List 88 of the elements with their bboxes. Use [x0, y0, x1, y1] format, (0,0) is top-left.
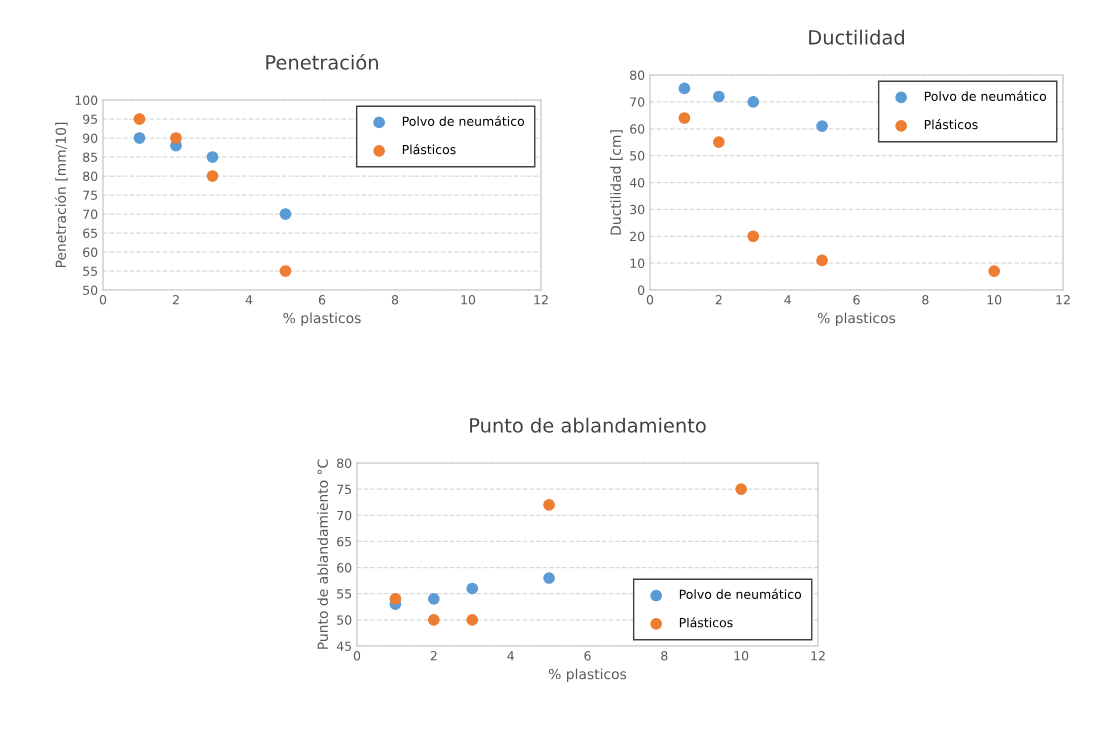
y-tick-label: 50 [83, 285, 98, 295]
x-axis-title: % plasticos [817, 312, 896, 326]
x-tick-label: 8 [391, 295, 399, 305]
point [816, 254, 828, 267]
y-tick-label: 75 [337, 484, 352, 495]
point [389, 593, 402, 605]
point [678, 82, 691, 95]
x-tick-label: 6 [584, 651, 591, 661]
y-tick-label: 70 [83, 209, 98, 219]
point [170, 132, 182, 144]
y-tick-label: 50 [337, 615, 352, 625]
legend-label: Plásticos [924, 119, 978, 130]
y-tick-label: 65 [337, 536, 352, 547]
legend-label: Polvo de neumático [679, 588, 802, 599]
y-tick-label: 75 [83, 190, 98, 200]
chart-title: Ductilidad [809, 29, 904, 45]
point [133, 113, 146, 125]
x-tick-label: 10 [461, 295, 476, 305]
y-tick-label: 60 [337, 563, 352, 573]
y-tick-label: 45 [336, 641, 352, 651]
x-tick-label: 12 [1056, 295, 1070, 305]
x-tick-label: 8 [661, 651, 668, 661]
y-tick-label: 80 [630, 70, 645, 80]
x-tick-label: 4 [507, 651, 514, 661]
x-tick-label: 10 [987, 295, 1002, 305]
point [712, 136, 725, 149]
y-tick-label: 40 [629, 177, 645, 188]
point [206, 151, 219, 163]
x-tick-label: 12 [534, 295, 548, 305]
y-tick-label: 30 [630, 204, 645, 215]
point [816, 120, 828, 132]
x-tick-label: 4 [784, 295, 791, 305]
point [988, 265, 1001, 278]
y-tick-label: 10 [630, 258, 645, 269]
legend-label: Plásticos [402, 144, 456, 155]
x-tick-label: 8 [922, 295, 929, 305]
y-axis-title: Punto de ablandamiento °C [317, 459, 328, 649]
point [543, 498, 555, 511]
point [427, 593, 440, 605]
chart-title: Penetración [266, 53, 378, 70]
point [747, 230, 760, 243]
x-tick-label: 0 [99, 295, 107, 305]
y-tick-label: 55 [83, 266, 98, 276]
y-axis-title: Penetración [mm/10] [54, 122, 68, 268]
x-tick-label: 6 [318, 295, 326, 305]
point [133, 132, 146, 144]
x-tick-label: 2 [172, 295, 179, 305]
chart-title: Punto de ablandamiento [470, 417, 706, 433]
y-tick-label: 0 [638, 285, 645, 295]
y-tick-label: 60 [83, 247, 98, 257]
x-tick-label: 12 [811, 651, 825, 661]
point [206, 170, 219, 182]
y-tick-label: 70 [337, 510, 352, 521]
x-tick-label: 2 [430, 651, 437, 661]
y-axis-title: Ductilidad [cm] [610, 130, 623, 235]
x-axis-title: % plasticos [283, 312, 361, 326]
y-tick-label: 80 [337, 458, 352, 468]
x-tick-label: 0 [646, 295, 654, 305]
legend-label: Polvo de neumático [402, 115, 525, 126]
point [279, 265, 292, 277]
y-tick-label: 90 [83, 133, 98, 143]
point [712, 90, 725, 103]
point [466, 582, 479, 595]
x-tick-label: 10 [734, 651, 749, 661]
x-tick-label: 6 [853, 295, 860, 305]
y-tick-label: 70 [630, 97, 645, 107]
y-tick-label: 95 [83, 114, 98, 124]
y-tick-label: 50 [630, 151, 645, 161]
y-tick-label: 85 [83, 152, 98, 162]
point [279, 208, 292, 220]
y-tick-label: 80 [83, 171, 98, 181]
x-tick-label: 4 [245, 295, 253, 305]
y-tick-label: 55 [337, 589, 352, 599]
x-tick-label: 2 [715, 295, 722, 305]
point [466, 614, 479, 626]
y-tick-label: 65 [83, 228, 98, 238]
point [427, 614, 440, 626]
legend-label: Plásticos [679, 617, 733, 628]
y-tick-label: 20 [630, 231, 645, 242]
point [735, 483, 748, 495]
point [747, 96, 760, 108]
point [678, 112, 691, 124]
y-tick-label: 60 [630, 124, 645, 134]
y-tick-label: 100 [75, 95, 98, 105]
legend-label: Polvo de neumático [924, 90, 1047, 101]
x-tick-label: 0 [353, 651, 361, 661]
x-axis-title: % plasticos [548, 668, 627, 682]
point [543, 572, 555, 584]
